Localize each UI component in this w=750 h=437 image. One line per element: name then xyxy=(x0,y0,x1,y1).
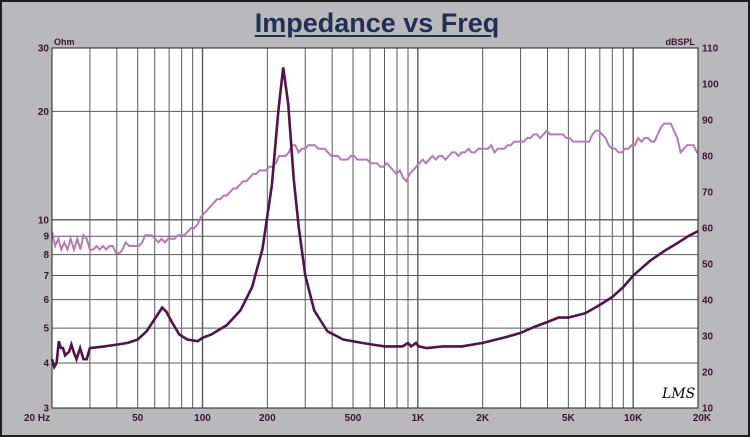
right-tick-label: 10 xyxy=(702,404,714,415)
left-axis-unit: Ohm xyxy=(54,37,75,47)
x-tick-label: 10K xyxy=(624,413,643,424)
right-tick-label: 70 xyxy=(702,188,714,199)
left-axis-ticks: 3 4 5 6 7 8 9 10 20 30 xyxy=(38,44,50,415)
x-tick-label: 50 xyxy=(132,413,144,424)
right-tick-label: 60 xyxy=(702,224,714,235)
right-tick-label: 30 xyxy=(702,332,714,343)
right-tick-label: 90 xyxy=(702,116,714,127)
plot-border xyxy=(51,47,699,409)
right-tick-label: 110 xyxy=(702,44,719,55)
left-tick-label: 4 xyxy=(43,359,49,370)
lms-logo: LMS xyxy=(661,386,695,402)
right-tick-label: 50 xyxy=(702,260,714,271)
spl-series-line xyxy=(51,122,698,255)
right-axis-ticks: 10 20 30 40 50 60 70 80 90 100 110 xyxy=(702,44,719,415)
grid xyxy=(51,47,699,409)
x-tick-label: 500 xyxy=(345,413,362,424)
x-axis-ticks: 20 Hz 50 100 200 500 1K 2K 5K 10K 20K xyxy=(24,413,712,424)
left-tick-label: 30 xyxy=(38,44,50,55)
right-tick-label: 20 xyxy=(702,368,714,379)
right-tick-label: 100 xyxy=(702,80,719,91)
plot-area xyxy=(52,48,698,408)
chart-title: Impedance vs Freq xyxy=(254,8,500,38)
x-tick-label: 200 xyxy=(259,413,276,424)
x-tick-label: 20K xyxy=(693,413,712,424)
x-tick-label: 1K xyxy=(411,413,425,424)
left-tick-label: 6 xyxy=(43,295,49,306)
x-tick-label: 2K xyxy=(476,413,490,424)
left-tick-label: 10 xyxy=(38,215,50,226)
x-tick-label: 100 xyxy=(194,413,211,424)
right-tick-label: 40 xyxy=(702,296,714,307)
right-axis-unit: dBSPL xyxy=(665,37,695,47)
left-tick-label: 7 xyxy=(43,271,49,282)
right-tick-label: 80 xyxy=(702,152,714,163)
left-tick-label: 9 xyxy=(43,232,49,243)
left-tick-label: 8 xyxy=(43,250,49,261)
left-tick-label: 3 xyxy=(43,404,49,415)
impedance-series-line xyxy=(50,67,699,371)
left-tick-label: 5 xyxy=(43,324,49,335)
left-tick-label: 20 xyxy=(38,107,50,118)
x-tick-label: 5K xyxy=(562,413,576,424)
x-tick-label: 20 Hz xyxy=(24,413,50,424)
